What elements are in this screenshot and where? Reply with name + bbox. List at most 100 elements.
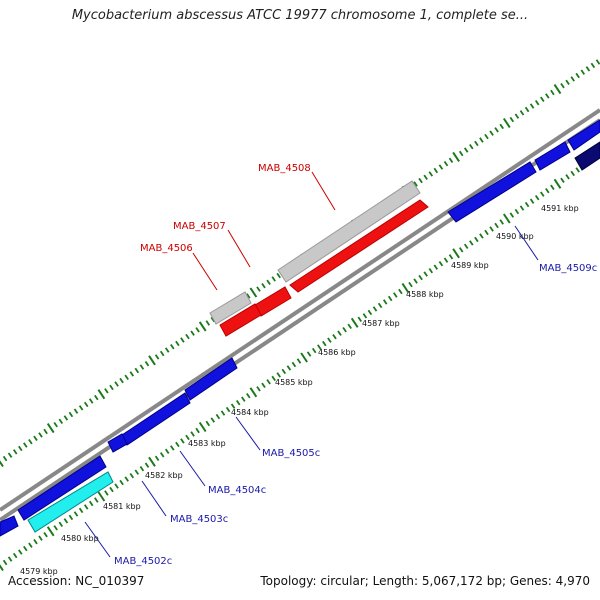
inner-ring-tick — [565, 174, 570, 180]
inner-ring-tick — [63, 518, 69, 524]
inner-ring-tick — [210, 417, 216, 423]
cds-dark-segment[interactable] — [574, 141, 600, 171]
outer-ring-tick — [175, 340, 180, 347]
outer-ring-tick — [94, 394, 99, 401]
outer-ring-tick — [88, 398, 94, 404]
outer-ring-tick — [590, 62, 596, 69]
outer-ring-tick — [23, 442, 28, 448]
inner-ring-tick — [53, 525, 58, 531]
leader-mab-4505c — [235, 416, 261, 451]
gene-label-mab-4504c[interactable]: MAB_4504c — [208, 485, 266, 496]
outer-ring-tick — [134, 367, 140, 374]
gene-label-mab-4502c[interactable]: MAB_4502c — [114, 556, 172, 567]
accession-text: Accession: NC_010397 — [8, 574, 145, 588]
inner-ring-tick — [46, 526, 55, 537]
leader-mab-4509c — [514, 225, 539, 261]
inner-ring-tick — [58, 521, 64, 528]
outer-ring-tick — [2, 455, 8, 462]
outer-ring-tick — [210, 316, 216, 323]
cds-mab-4506[interactable] — [219, 303, 262, 337]
inner-tick-ring — [0, 153, 600, 572]
outer-ring-tick — [565, 79, 570, 86]
cds-mab-4511c[interactable] — [567, 119, 600, 151]
outer-ring-tick — [524, 106, 530, 113]
inner-ring-tick — [256, 386, 261, 392]
tick-label-4581: 4581 kbp — [103, 502, 141, 511]
inner-ring-tick — [296, 358, 302, 364]
outer-ring-tick — [109, 384, 114, 391]
gene-label-mab-4508[interactable]: MAB_4508 — [258, 163, 311, 174]
inner-ring-tick — [225, 406, 231, 413]
tick-label-4580: 4580 kbp — [61, 534, 99, 543]
cds-mab-4508-shadow — [277, 180, 421, 283]
inner-ring-tick — [463, 243, 469, 250]
cds-mab-4510c[interactable] — [534, 141, 571, 171]
backbone-line-upper — [0, 108, 600, 512]
inner-ring-tick — [281, 368, 287, 375]
inner-ring-tick — [23, 545, 28, 552]
cds-mab-4509c[interactable] — [447, 161, 537, 223]
outer-ring-tick — [595, 59, 600, 65]
outer-ring-tick — [180, 337, 185, 343]
inner-ring-tick — [458, 247, 464, 253]
inner-ring-tick — [88, 500, 94, 507]
inner-ring-tick — [519, 205, 525, 211]
outer-ring-tick — [139, 364, 145, 370]
inner-ring-tick — [119, 479, 124, 486]
inner-ring-tick — [83, 504, 89, 510]
gene-label-mab-4503c[interactable]: MAB_4503c — [170, 514, 228, 525]
cds-mab-4505c[interactable] — [184, 357, 238, 401]
leader-mab-4506 — [192, 252, 218, 291]
outer-ring-tick — [164, 347, 170, 353]
outer-ring-tick — [63, 415, 69, 421]
inner-ring-tick — [322, 340, 327, 347]
outer-ring-tick — [68, 411, 74, 418]
scale-labels: 4579 kbp 4580 kbp 4581 kbp 4582 kbp 4583… — [20, 204, 579, 576]
inner-ring-tick — [560, 177, 565, 184]
inner-ring-tick — [377, 302, 383, 309]
inner-ring-tick — [524, 201, 530, 208]
outer-ring-tick — [78, 405, 84, 411]
outer-ring-tick — [58, 418, 64, 425]
cds-mab-4502c[interactable] — [27, 471, 114, 533]
leader-mab-4508 — [311, 171, 336, 211]
inner-ring-tick — [241, 396, 246, 402]
cds-mab-4501c[interactable] — [17, 455, 107, 521]
inner-ring-tick — [139, 465, 145, 472]
inner-ring-tick — [266, 379, 271, 385]
outer-ring-tick — [276, 272, 281, 279]
tick-label-4586: 4586 kbp — [318, 348, 356, 357]
inner-ring-tick — [164, 448, 170, 455]
gene-label-mab-4507[interactable]: MAB_4507 — [173, 221, 226, 232]
outer-ring-tick — [104, 388, 109, 394]
outer-ring-tick — [529, 103, 535, 109]
inner-ring-tick — [575, 167, 580, 173]
inner-ring-tick — [78, 507, 84, 514]
gene-label-mab-4505c[interactable]: MAB_4505c — [262, 448, 320, 459]
outer-ring-tick — [53, 421, 58, 428]
cds-mab-4507[interactable] — [254, 286, 292, 317]
cds-mab-4508[interactable] — [289, 199, 429, 293]
tick-label-4590: 4590 kbp — [496, 232, 534, 241]
gene-label-mab-4509c[interactable]: MAB_4509c — [539, 263, 597, 274]
outer-ring-tick — [413, 181, 418, 187]
outer-ring-tick — [458, 150, 464, 157]
outer-ring-tick — [489, 130, 494, 136]
inner-ring-tick — [198, 421, 207, 433]
outer-ring-tick — [550, 89, 555, 96]
cds-left-edge[interactable] — [0, 515, 19, 537]
inner-ring-tick — [175, 441, 180, 448]
outer-ring-tick — [144, 360, 150, 367]
inner-ring-tick — [499, 219, 504, 225]
gene-label-mab-4506[interactable]: MAB_4506 — [140, 243, 193, 254]
cds-mab-4504c[interactable] — [121, 392, 191, 446]
cds-mab-4503c[interactable] — [107, 433, 128, 453]
inner-ring-tick — [144, 462, 150, 468]
inner-ring-tick — [94, 497, 99, 503]
inner-ring-tick — [205, 420, 211, 427]
inner-ring-tick — [474, 236, 479, 243]
inner-ring-tick — [190, 431, 195, 437]
inner-ring-tick — [509, 212, 515, 218]
outer-ring-tick — [452, 151, 460, 162]
